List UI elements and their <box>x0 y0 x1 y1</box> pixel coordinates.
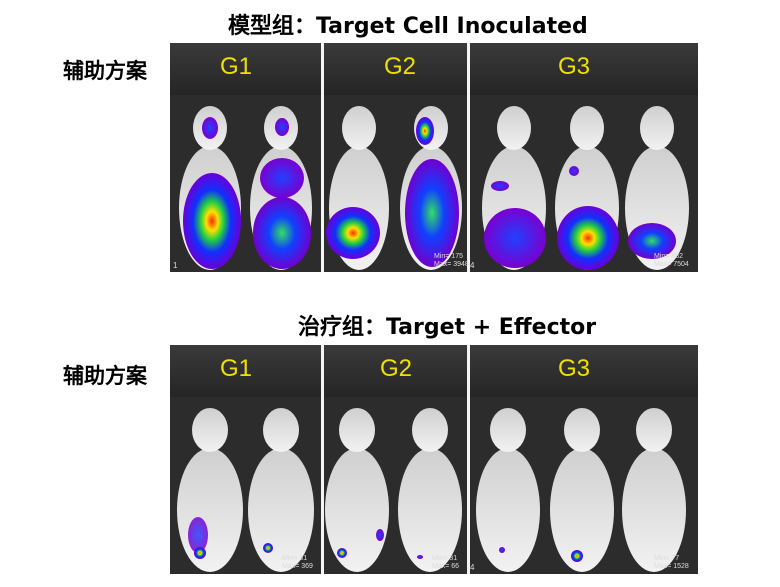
panel-divider <box>321 345 324 574</box>
group-label-g1: G1 <box>219 53 253 80</box>
group-label-g1: G1 <box>219 355 253 382</box>
panel-divider <box>467 43 470 272</box>
model-side-label: 辅助方案 <box>63 59 147 83</box>
mice-imaging-bottom <box>177 408 686 572</box>
mice-imaging-top <box>179 106 689 270</box>
panel-divider <box>321 43 324 272</box>
scale-readout: Min= 31 Max= 369 <box>282 555 313 570</box>
panel-header-band <box>170 345 698 397</box>
image-index: 4 <box>470 563 475 572</box>
scale-readout: Min= 77 Max= 1528 <box>654 555 689 570</box>
group-label-g2: G2 <box>379 355 413 382</box>
treatment-group-title: 治疗组：Target + Effector <box>298 315 597 340</box>
treatment-side-label: 辅助方案 <box>63 364 147 388</box>
group-label-g3: G3 <box>557 355 591 382</box>
model-group-title: 模型组：Target Cell Inoculated <box>228 14 588 39</box>
panel-divider <box>467 345 470 574</box>
scale-readout: Min= 175 Max= 3948 <box>434 253 469 268</box>
image-index: 1 <box>173 261 178 270</box>
model-group-image-panel: G1 G2 G3 <box>170 43 698 272</box>
group-label-g3: G3 <box>557 53 591 80</box>
panel-header-band <box>170 43 698 95</box>
group-label-g2: G2 <box>383 53 417 80</box>
treatment-group-image-panel: G1 G2 G3 Min= 31 Max= 369 <box>170 345 698 574</box>
scale-readout: Min= 882 Max= 7504 <box>654 253 689 268</box>
image-index: 4 <box>470 261 475 270</box>
scale-readout: Min= 31 Max= 66 <box>432 555 460 570</box>
